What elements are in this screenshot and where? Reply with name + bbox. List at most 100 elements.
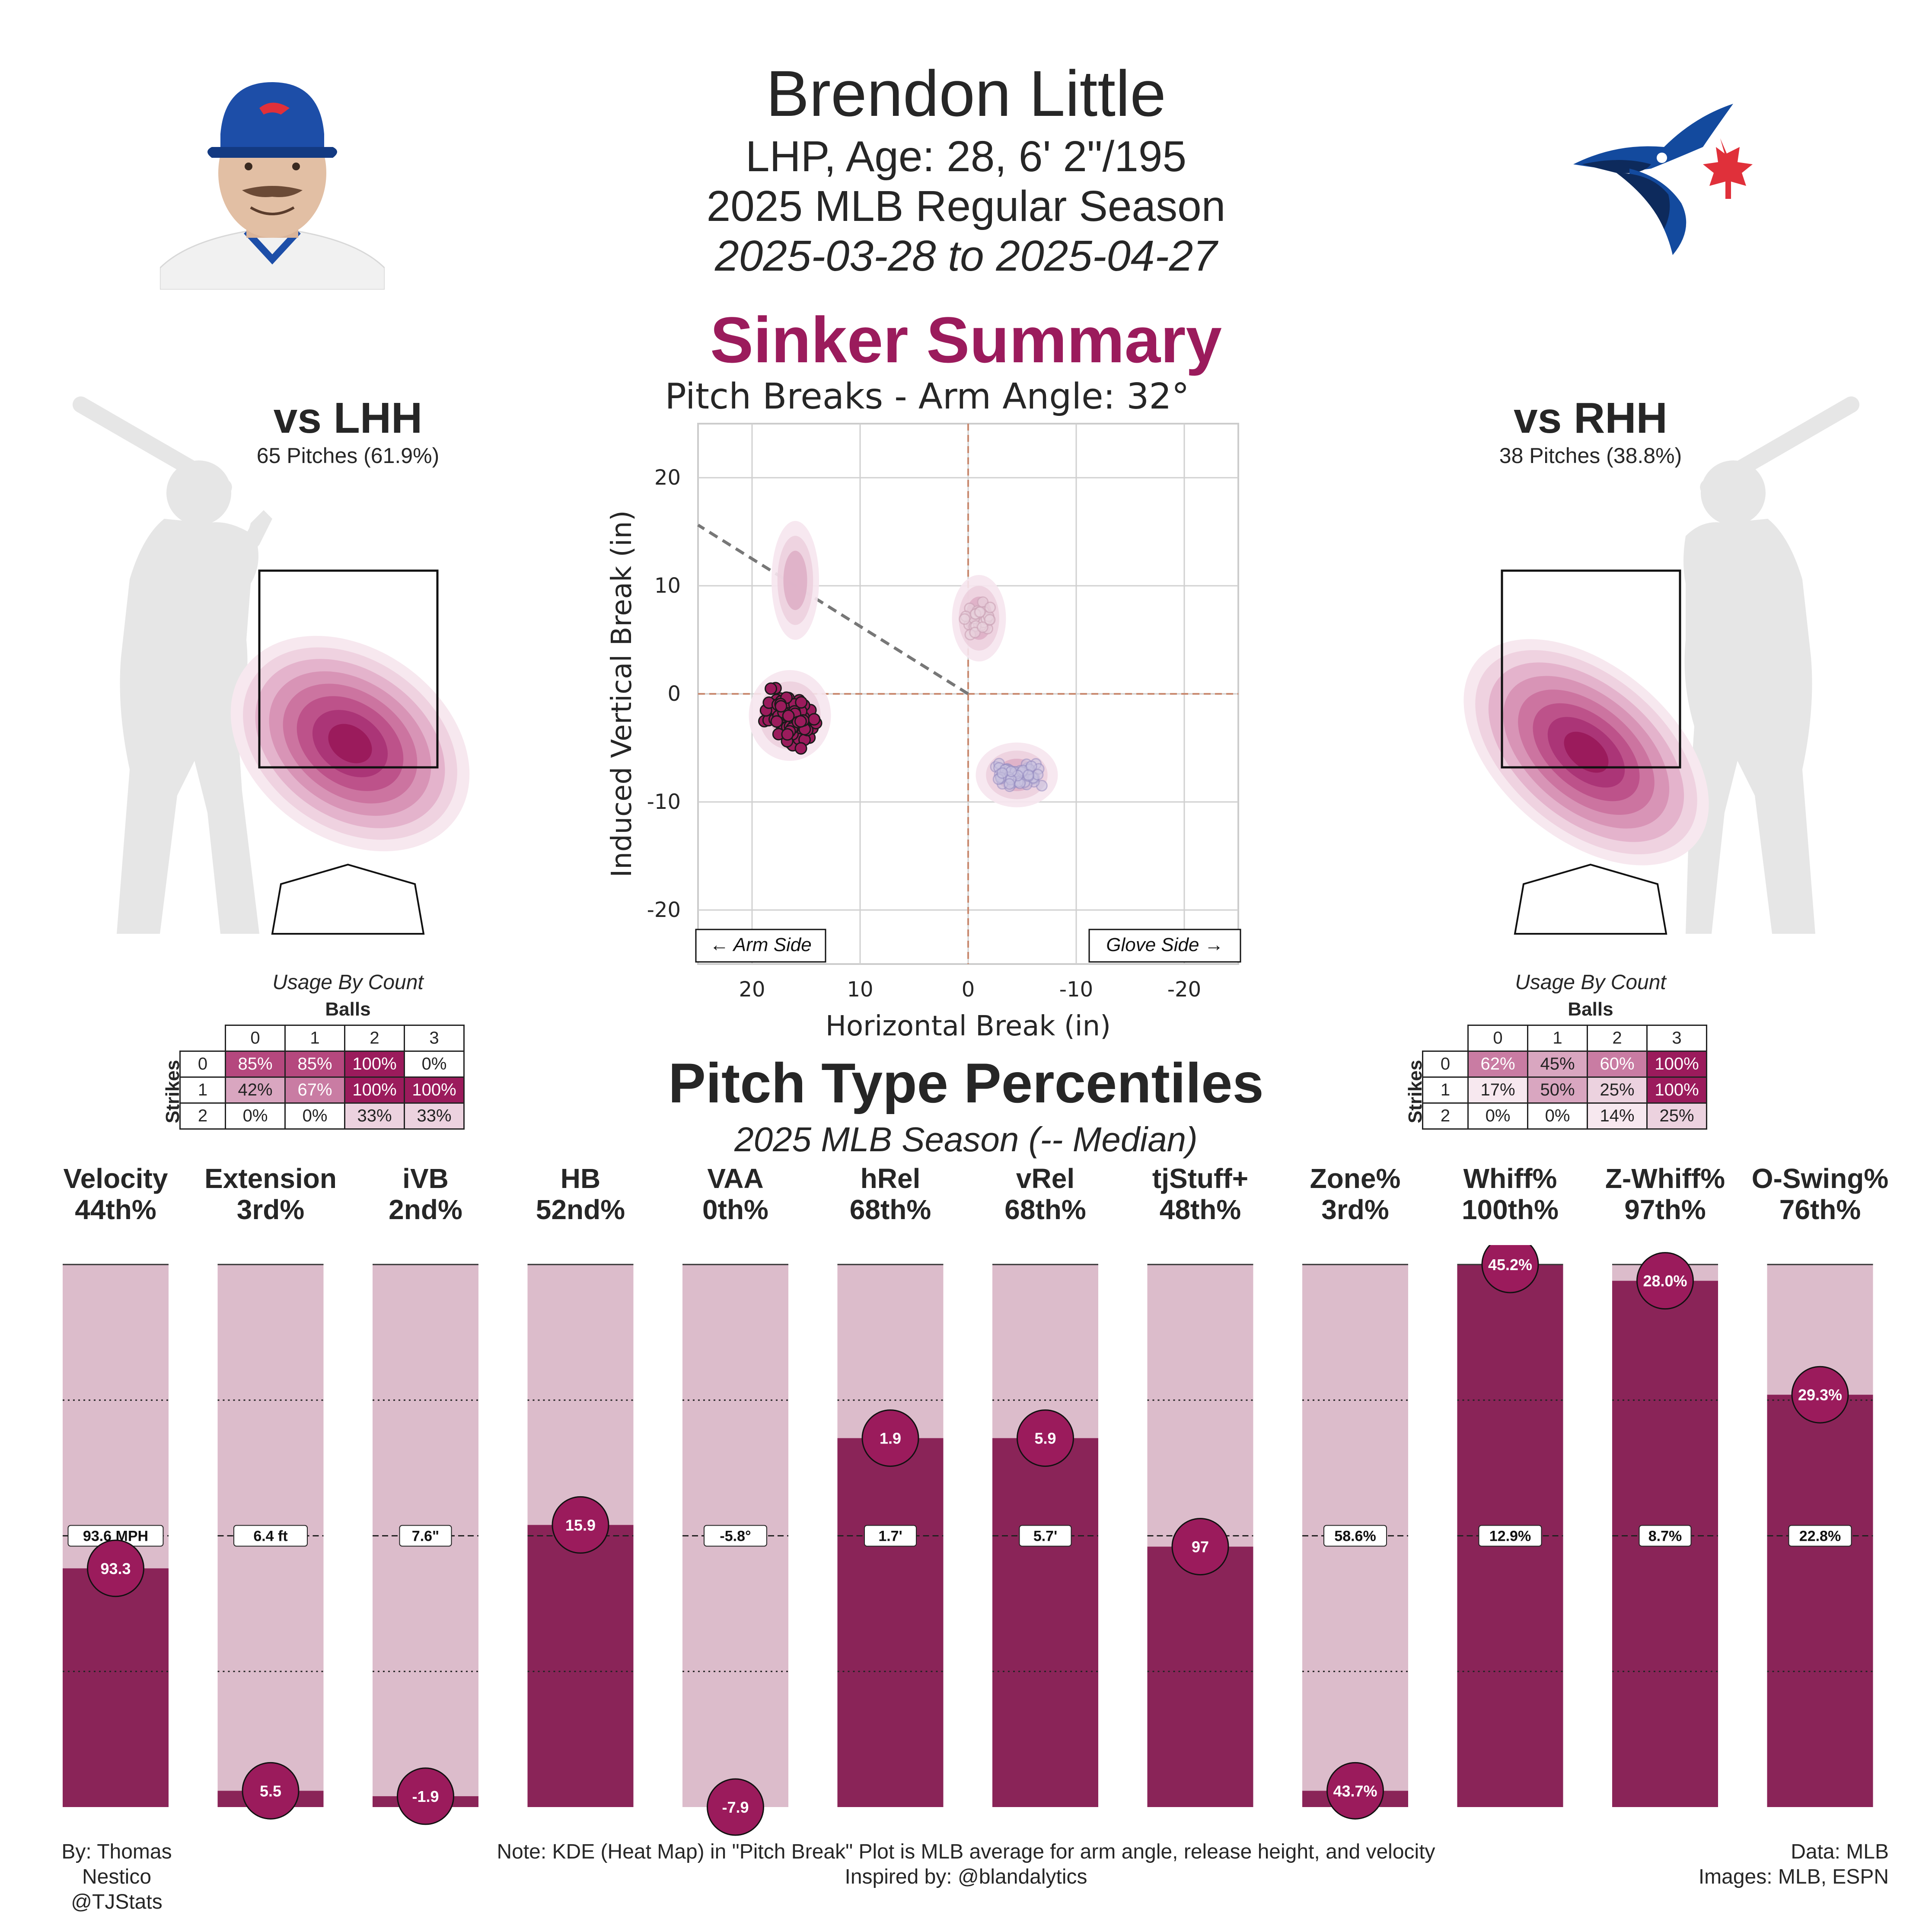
median-label: 12.9% [1489,1528,1531,1545]
usage-cell: 100% [404,1076,465,1104]
corner-cell [1423,1025,1468,1051]
median-label-box [1019,1525,1072,1547]
season-label: 2025 MLB Regular Season [706,182,1226,230]
usage-cell: 25% [1646,1102,1707,1130]
corner-cell [180,1025,226,1051]
metric-percentile: 68th% [849,1194,931,1225]
balls-header-2: 2 [1587,1025,1648,1052]
median-label-box [704,1525,767,1547]
player-value-marker [1326,1762,1384,1820]
player-value-marker [397,1767,454,1825]
metric-percentile: 76th% [1779,1194,1861,1225]
metric-name: vRel [1016,1163,1075,1194]
series-fastball [959,596,996,641]
rhh-usage-title: Usage By Count [1515,971,1666,994]
median-label: 5.7' [1033,1528,1057,1545]
metric-name: tjStuff+ [1152,1163,1249,1194]
player-value-marker [707,1778,764,1836]
median-label: 6.4 ft [253,1528,287,1545]
pitch-point [959,613,971,625]
metric-label-7: tjStuff+ 48th% [1122,1163,1278,1225]
metric-percentile: 52nd% [536,1194,625,1225]
footer-handle: @TJStats [71,1890,163,1913]
median-label-box [864,1525,917,1547]
median-label-box [399,1525,452,1547]
metric-label-6: vRel 68th% [968,1163,1123,1225]
bar-fill [1147,1546,1253,1807]
metric-percentile: 100th% [1461,1194,1559,1225]
pitch-point [808,713,821,726]
metric-name: Extension [204,1163,337,1194]
usage-cell: 0% [1467,1102,1528,1130]
lhh-location-heatmap [230,635,470,852]
rhh-pitch-count: 38 Pitches (38.8%) [1499,444,1682,468]
lhh-usage-title: Usage By Count [272,971,424,994]
metric-bar-10: 8.7% 28.0% [1612,1252,1718,1807]
metric-name: Z-Whiff% [1605,1163,1725,1194]
pitch-point [974,606,986,618]
kde-contour [783,550,807,610]
usage-cell: 33% [404,1102,465,1130]
usage-cell: 50% [1527,1076,1588,1104]
metric-bar-4: -5.8° -7.9 [682,1264,788,1836]
lhh-usage-table: 0 1 2 3 0 85% 85% 100% 0% 1 42% 67% 100% 100% 2 0% 0% 33%… [179,1025,465,1130]
footer-author: By: Thomas Nestico [61,1840,172,1888]
metric-label-2: iVB 2nd% [348,1163,504,1225]
player-value-marker [861,1409,919,1467]
median-label-box [1639,1525,1692,1547]
bar-fill [1767,1395,1873,1807]
usage-cell: 45% [1527,1051,1588,1078]
lhh-balls-label: Balls [325,999,371,1020]
median-label-box [1323,1525,1387,1547]
arm-side-label: ← Arm Side [710,934,812,955]
bar-fill [992,1438,1098,1807]
usage-cell: 62% [1467,1051,1528,1078]
player-value-marker [242,1762,300,1820]
metric-label-4: VAA 0th% [658,1163,813,1225]
metric-name: VAA [707,1163,764,1194]
metric-percentile: 68th% [1004,1194,1086,1225]
pitch-point [984,614,996,626]
pitch-point [782,709,795,722]
player-value: -7.9 [722,1798,749,1816]
series-sinker [758,682,823,755]
y-tick-label: 20 [654,466,681,490]
bar-fill [63,1568,169,1807]
lhh-strike-zone [258,569,439,935]
usage-cell: 100% [1646,1051,1707,1078]
usage-cell: 0% [225,1102,286,1130]
date-range: 2025-03-28 to 2025-04-27 [714,232,1217,280]
pitch-point [775,700,787,713]
player-value: 15.9 [565,1516,596,1534]
player-value: 1.9 [880,1430,901,1447]
player-value: 5.9 [1034,1430,1056,1447]
footer-note: Note: KDE (Heat Map) in "Pitch Break" Pl… [389,1839,1543,1890]
y-tick-label: -20 [647,898,681,922]
lhh-title: vs LHH [273,394,423,442]
x-axis-label: Horizontal Break (in) [826,1010,1111,1042]
rhh-balls-label: Balls [1568,999,1613,1020]
metric-label-0: Velocity 44th% [38,1163,194,1225]
metric-label-3: HB 52nd% [503,1163,658,1225]
player-value: 28.0% [1643,1272,1687,1290]
metric-label-9: Whiff% 100th% [1432,1163,1588,1225]
player-value-marker [1481,1245,1539,1293]
metric-label-10: Z-Whiff% 97th% [1588,1163,1743,1225]
glove-side-label: Glove Side → [1106,934,1223,955]
lhh-pitch-count: 65 Pitches (61.9%) [256,444,440,468]
player-value: 97 [1192,1538,1209,1556]
balls-header-1: 1 [1527,1025,1588,1052]
rhh-usage-table: 0 1 2 3 0 62% 45% 60% 100% 1 17% 50% 25% 100% 2 0% 0% 14%… [1422,1025,1707,1130]
usage-cell: 100% [1646,1076,1707,1104]
series-sweepercurve [990,757,1048,792]
arm-angle-line [697,524,969,695]
pitch-point [795,696,808,709]
strikes-header-1: 1 [1422,1076,1469,1104]
usage-cell: 100% [344,1076,405,1104]
strikes-header-0: 0 [1422,1051,1469,1078]
player-value-marker [1171,1518,1229,1576]
metric-label-11: O-Swing% 76th% [1742,1163,1898,1225]
metric-percentile: 44th% [75,1194,156,1225]
metric-bar-6: 5.7' 5.9 [992,1264,1098,1807]
pitch-point [781,728,794,741]
